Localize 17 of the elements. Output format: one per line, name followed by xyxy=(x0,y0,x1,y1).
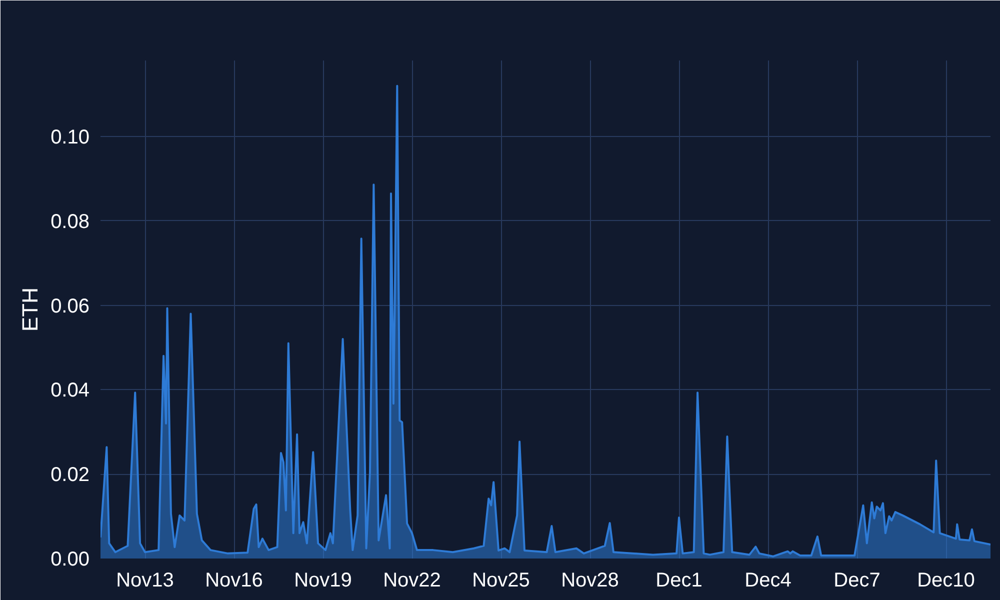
x-tick-label: Nov16 xyxy=(205,570,263,592)
x-tick-label: Dec10 xyxy=(917,570,975,592)
x-tick-label: Dec7 xyxy=(834,570,880,592)
y-tick-label: 0.08 xyxy=(50,210,90,233)
y-tick-label: 0.04 xyxy=(50,380,90,402)
y-tick-label: 0.10 xyxy=(50,126,90,148)
y-axis-title: ETH xyxy=(18,288,43,332)
x-tick-label: Dec1 xyxy=(656,570,702,592)
x-tick-label: Nov25 xyxy=(472,570,530,592)
y-tick-label: 0.06 xyxy=(50,295,90,318)
y-tick-label: 0.02 xyxy=(50,464,90,486)
x-tick-label: Nov19 xyxy=(294,570,352,592)
x-tick-label: Nov28 xyxy=(561,570,619,592)
y-tick-label: 0.00 xyxy=(50,548,90,570)
x-tick-label: Nov13 xyxy=(116,570,174,592)
x-tick-label: Nov22 xyxy=(383,570,441,592)
x-tick-label: Dec4 xyxy=(744,570,792,592)
